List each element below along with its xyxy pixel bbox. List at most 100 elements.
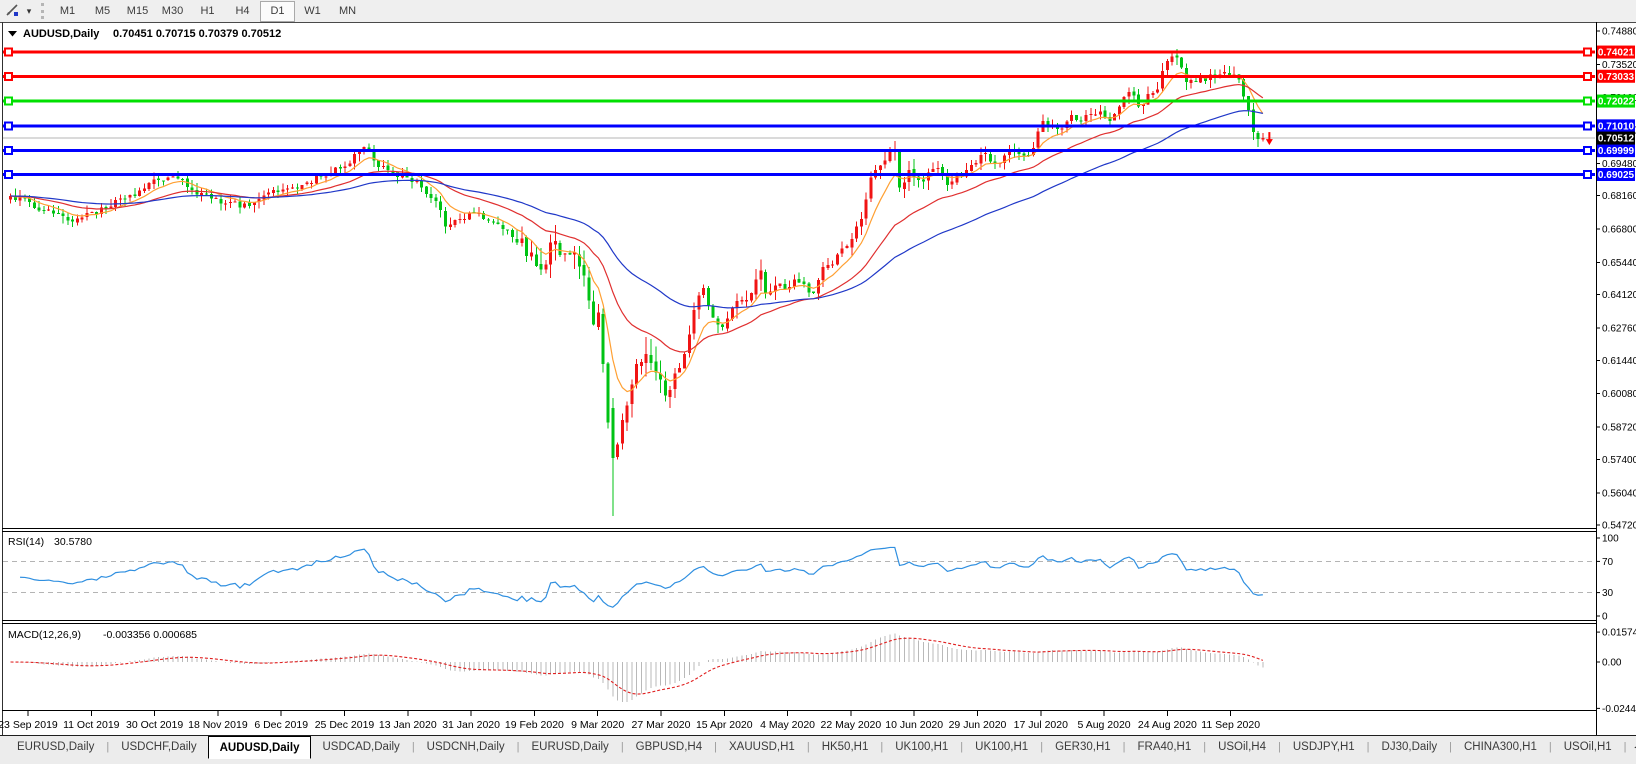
tab-hk50-h1[interactable]: HK50,H1 xyxy=(821,740,869,753)
horizontal-levels xyxy=(3,47,1595,180)
symbol-dropdown-icon[interactable] xyxy=(8,31,17,37)
crosshair-tool-icon[interactable] xyxy=(3,2,23,20)
level-handle[interactable] xyxy=(1583,71,1592,81)
tab-eurusd-daily[interactable]: EURUSD,Daily xyxy=(17,740,95,753)
price-tick: 0.57400 xyxy=(1602,455,1636,466)
tab-separator: | xyxy=(880,741,884,753)
date-label: 19 Feb 2020 xyxy=(505,719,564,731)
tab-china300-h1[interactable]: CHINA300,H1 xyxy=(1464,740,1537,753)
tab-separator: | xyxy=(714,741,717,753)
level-handle[interactable] xyxy=(1583,146,1592,156)
level-handle[interactable] xyxy=(1583,47,1592,57)
date-label: 31 Jan 2020 xyxy=(442,719,500,731)
level-line-0.69025[interactable] xyxy=(3,173,1595,177)
level-price-label: 0.72022 xyxy=(1598,97,1635,108)
tab-separator: | xyxy=(106,741,110,753)
main-plot[interactable] xyxy=(3,49,1595,516)
ma-mid-line xyxy=(10,83,1264,353)
date-label: 30 Oct 2019 xyxy=(126,719,183,731)
tab-ger30-h1[interactable]: GER30,H1 xyxy=(1055,740,1111,753)
tab-separator: | xyxy=(1203,741,1207,753)
level-handle[interactable] xyxy=(4,170,13,180)
level-handle[interactable] xyxy=(1583,121,1592,131)
timeframe-button-m1[interactable]: M1 xyxy=(59,5,76,17)
level-line-0.69999[interactable] xyxy=(3,149,1595,153)
tab-gbpusd-h4[interactable]: GBPUSD,H4 xyxy=(635,740,703,753)
price-tick: 0.65440 xyxy=(1602,258,1636,269)
chart-tabs: EURUSD,Daily | USDCHF,Daily AUDUSD,Daily USD… xyxy=(0,736,1636,759)
tab-separator: | xyxy=(1449,741,1452,753)
timeframe-button-m5[interactable]: M5 xyxy=(94,5,111,17)
price-tick: 0.64120 xyxy=(1602,290,1636,301)
ma-fast-line xyxy=(10,71,1264,393)
tab-usdjpy-h1[interactable]: USDJPY,H1 xyxy=(1292,740,1355,753)
rsi-tick: 0 xyxy=(1602,612,1608,623)
timeframe-button-m30[interactable]: M30 xyxy=(161,5,184,17)
level-handle[interactable] xyxy=(4,146,13,156)
level-price-label: 0.73033 xyxy=(1598,72,1635,83)
date-label: 4 May 2020 xyxy=(760,719,815,731)
timeframe-button-m15[interactable]: M15 xyxy=(126,5,149,17)
tab-usdchf-daily[interactable]: USDCHF,Daily xyxy=(121,740,197,753)
tab-audusd-daily[interactable]: AUDUSD,Daily xyxy=(207,736,312,759)
tool-dropdown-icon[interactable]: ▾ xyxy=(26,5,32,16)
ma-slow-line xyxy=(10,110,1263,309)
level-handle[interactable] xyxy=(1583,170,1592,180)
rsi-panel[interactable] xyxy=(3,546,1595,608)
tab-eurusd-daily[interactable]: EURUSD,Daily xyxy=(531,740,609,753)
tab-dj30-daily[interactable]: DJ30,Daily xyxy=(1381,740,1438,753)
level-price-label: 0.69025 xyxy=(1598,170,1635,181)
tab-usoil-h1[interactable]: USOil,H1 xyxy=(1563,740,1612,753)
tab-usdcad-daily[interactable]: USDCAD,Daily xyxy=(322,740,400,753)
timeframe-button-d1[interactable]: D1 xyxy=(260,0,295,22)
level-line-0.72022[interactable] xyxy=(3,99,1595,103)
tab-separator: | xyxy=(516,741,520,753)
timeframe-button-mn[interactable]: MN xyxy=(338,5,357,17)
date-label: 18 Nov 2019 xyxy=(188,719,248,731)
tab-uk100-h1[interactable]: UK100,H1 xyxy=(895,740,949,753)
timeframe-button-w1[interactable]: W1 xyxy=(304,5,321,17)
date-label: 17 Jul 2020 xyxy=(1014,719,1068,731)
timeframe-button-h4[interactable]: H4 xyxy=(235,5,250,17)
date-label: 6 Dec 2019 xyxy=(254,719,308,731)
date-label: 24 Aug 2020 xyxy=(1138,719,1197,731)
tab-separator: | xyxy=(806,741,810,753)
level-handle[interactable] xyxy=(4,96,13,106)
rsi-indicator-value: 30.5780 xyxy=(54,536,92,548)
level-handle[interactable] xyxy=(4,121,13,131)
timeframe-button-h1[interactable]: H1 xyxy=(200,5,215,17)
date-label: 13 Jan 2020 xyxy=(379,719,437,731)
level-handle[interactable] xyxy=(4,47,13,57)
tab-usdcnh-daily[interactable]: USDCNH,Daily xyxy=(426,740,505,753)
tab-separator: | xyxy=(960,741,964,753)
level-handle[interactable] xyxy=(1583,96,1592,106)
tab-uk100-h1[interactable]: UK100,H1 xyxy=(975,740,1029,753)
level-line-0.73033[interactable] xyxy=(3,74,1595,78)
candles[interactable] xyxy=(9,49,1265,516)
tab-scroll-left-icon[interactable]: ◄ xyxy=(1628,742,1636,752)
price-tick: 0.56040 xyxy=(1602,488,1636,499)
macd-tick: 0.00 xyxy=(1602,658,1622,669)
level-line-0.71010[interactable] xyxy=(3,124,1595,128)
rsi-indicator-label: RSI(14) xyxy=(8,536,44,548)
date-label: 11 Sep 2020 xyxy=(1201,719,1260,731)
date-label: 11 Oct 2019 xyxy=(63,719,120,731)
tab-separator: | xyxy=(620,741,624,753)
macd-panel[interactable] xyxy=(10,633,1264,703)
timeframe-toolbar: ▾ M1 M5 M15 M30 H1 H4 D1 W1 MN xyxy=(0,0,1636,23)
level-handle[interactable] xyxy=(4,71,13,81)
macd-tick: 0.015741 xyxy=(1602,628,1636,639)
tab-usoil-h4[interactable]: USOil,H4 xyxy=(1218,740,1267,753)
price-tick: 0.74880 xyxy=(1602,27,1636,38)
price-tick: 0.58720 xyxy=(1602,423,1636,434)
date-label: 25 Dec 2019 xyxy=(315,719,375,731)
price-chart[interactable]: 0.748800.735200.721600.708400.694800.681… xyxy=(0,22,1636,735)
tab-separator: | xyxy=(1366,741,1370,753)
date-label: 15 Apr 2020 xyxy=(696,719,753,731)
level-price-label: 0.70512 xyxy=(1598,134,1635,145)
sell-arrow-marker[interactable] xyxy=(1265,132,1273,146)
tab-xauusd-h1[interactable]: XAUUSD,H1 xyxy=(729,740,795,753)
tab-fra40-h1[interactable]: FRA40,H1 xyxy=(1137,740,1192,753)
level-line-0.74021[interactable] xyxy=(3,50,1595,54)
